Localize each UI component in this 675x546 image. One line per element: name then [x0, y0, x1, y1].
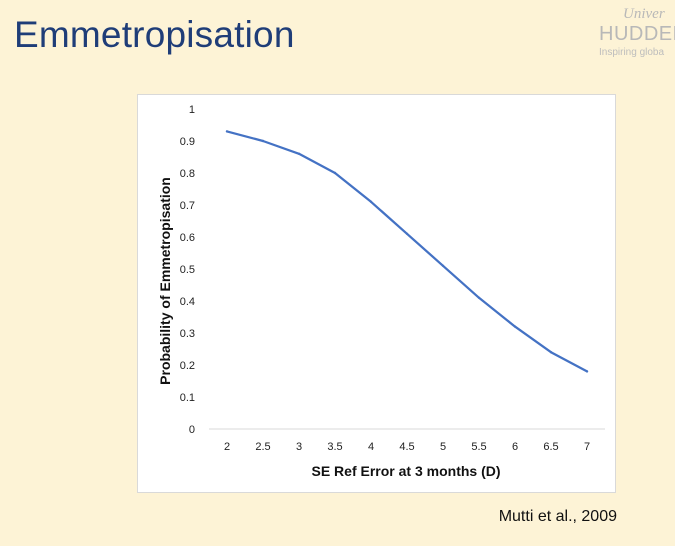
x-tick-label: 7	[584, 441, 590, 453]
y-axis-title: Probability of Emmetropisation	[157, 177, 173, 385]
y-tick-label: 0.7	[180, 200, 195, 212]
logo-text-name: HUDDER	[599, 23, 675, 45]
y-tick-label: 0.8	[180, 168, 195, 180]
citation: Mutti et al., 2009	[498, 508, 617, 525]
line-chart: 0 0.1 0.2 0.3 0.4 0.5 0.6 0.7 0.8 0.9 1 2 2.5 3 3.5 4 4…	[157, 104, 605, 479]
y-tick-label: 0	[189, 424, 195, 436]
chart-container: 0 0.1 0.2 0.3 0.4 0.5 0.6 0.7 0.8 0.9 1 2 2.5 3 3.5 4 4…	[137, 94, 616, 493]
x-tick-label: 3	[296, 441, 302, 453]
x-tick-label: 6.5	[543, 441, 558, 453]
data-point	[513, 325, 517, 328]
y-tick-label: 0.6	[180, 232, 195, 244]
data-point	[441, 264, 445, 267]
data-point	[585, 370, 589, 373]
y-tick-label: 0.5	[180, 264, 195, 276]
data-point	[549, 351, 553, 354]
series-line	[225, 130, 589, 373]
data-point	[261, 139, 265, 143]
data-point	[297, 152, 301, 155]
x-tick-label: 5	[440, 441, 446, 453]
x-tick-label: 5.5	[471, 441, 486, 453]
y-tick-label: 0.2	[180, 360, 195, 372]
y-tick-label: 0.1	[180, 392, 195, 404]
y-tick-label: 0.9	[180, 136, 195, 148]
x-axis-title: SE Ref Error at 3 months (D)	[311, 463, 500, 479]
x-tick-label: 4	[368, 441, 374, 453]
data-point	[477, 296, 481, 299]
series-layer	[225, 130, 589, 373]
data-point	[405, 232, 409, 235]
x-tick-label: 2.5	[255, 441, 270, 453]
x-axis-ticks: 2 2.5 3 3.5 4 4.5 5 5.5 6 6.5 7	[224, 441, 590, 453]
y-tick-label: 0.3	[180, 328, 195, 340]
university-logo: Univer HUDDER Inspiring globa	[597, 6, 675, 62]
data-point	[225, 130, 229, 133]
data-point	[333, 171, 337, 175]
y-tick-label: 0.4	[180, 296, 195, 308]
page-title: Emmetropisation	[14, 14, 295, 55]
data-point	[369, 200, 373, 203]
x-tick-label: 4.5	[399, 441, 414, 453]
logo-text-university: Univer	[623, 6, 665, 22]
x-tick-label: 3.5	[327, 441, 342, 453]
y-axis-ticks: 0 0.1 0.2 0.3 0.4 0.5 0.6 0.7 0.8 0.9 1	[180, 104, 195, 436]
x-tick-label: 2	[224, 441, 230, 453]
logo-text-tagline: Inspiring globa	[599, 47, 665, 58]
y-tick-label: 1	[189, 104, 195, 116]
x-tick-label: 6	[512, 441, 518, 453]
